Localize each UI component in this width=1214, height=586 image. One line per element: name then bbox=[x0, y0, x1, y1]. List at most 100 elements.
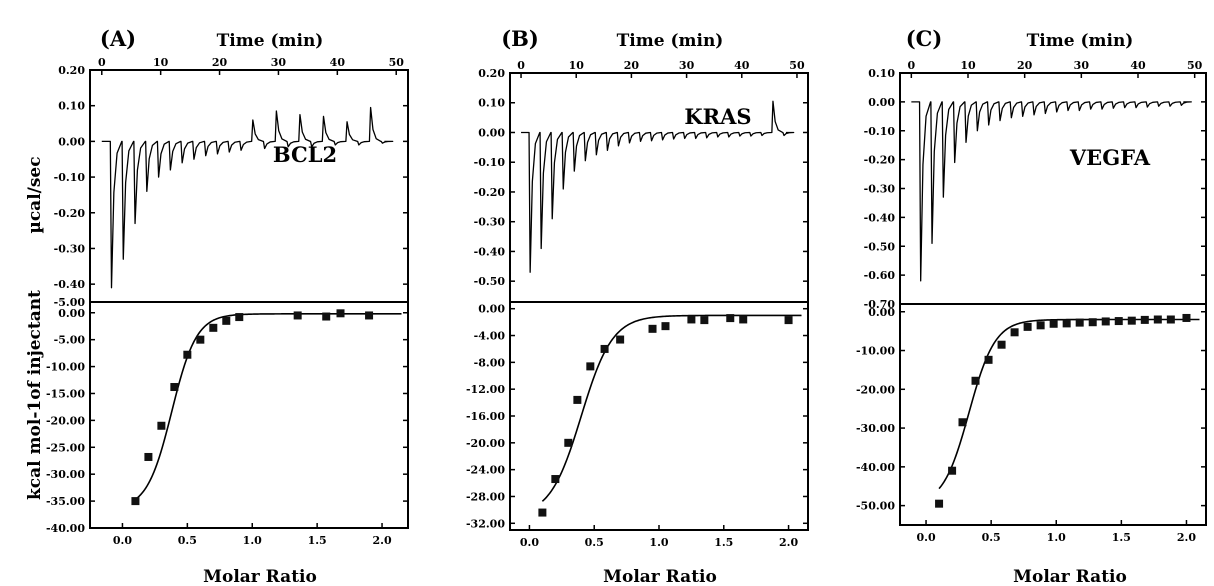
data-point bbox=[1010, 328, 1019, 337]
data-point bbox=[1153, 315, 1162, 324]
data-point bbox=[1049, 319, 1058, 328]
ylabel-top: µcal/sec bbox=[25, 156, 45, 233]
bottom-y-tick-label: -20.00 bbox=[46, 414, 85, 427]
top-x-tick-label: 50 bbox=[389, 56, 405, 69]
panel-2: (C) Time (min) VEGFA Molar Ratio 0 10 20 30 40 50… bbox=[856, 26, 1207, 586]
bottom-y-tick-label: -10.00 bbox=[856, 345, 895, 358]
top-x-tick-label: 40 bbox=[1130, 59, 1146, 72]
data-point bbox=[235, 313, 244, 322]
top-x-tick-label: 0 bbox=[517, 59, 525, 72]
data-point bbox=[1023, 322, 1032, 331]
top-y-tick-label: -0.10 bbox=[54, 171, 86, 184]
data-point bbox=[144, 452, 153, 461]
panel-letter: (C) bbox=[906, 26, 943, 51]
bottom-x-tick-label: 0.5 bbox=[585, 536, 604, 549]
data-point bbox=[616, 335, 625, 344]
top-y-tick-label: -0.40 bbox=[54, 278, 86, 291]
bottom-x-tick-label: 0.5 bbox=[178, 534, 197, 547]
bottom-y-tick-label: -40.00 bbox=[856, 461, 895, 474]
top-x-tick-label: 10 bbox=[569, 59, 585, 72]
data-point bbox=[573, 395, 582, 404]
bottom-y-tick-label: -5.00 bbox=[54, 296, 86, 309]
data-point bbox=[739, 315, 748, 324]
bottom-y-tick-label: -15.00 bbox=[46, 387, 85, 400]
molar-ratio-axis-title: Molar Ratio bbox=[603, 567, 717, 586]
panel-letter: (A) bbox=[100, 26, 136, 51]
data-point bbox=[157, 421, 166, 430]
top-y-tick-label: -0.50 bbox=[474, 275, 506, 288]
top-y-tick-label: -0.20 bbox=[474, 186, 506, 199]
data-point bbox=[1036, 321, 1045, 330]
bottom-x-tick-label: 0.0 bbox=[113, 534, 132, 547]
bottom-y-tick-label: -20.00 bbox=[856, 383, 895, 396]
bottom-x-tick-label: 1.5 bbox=[714, 536, 733, 549]
top-x-tick-label: 50 bbox=[1187, 59, 1203, 72]
bottom-x-tick-label: 2.0 bbox=[779, 536, 798, 549]
data-point bbox=[196, 335, 205, 344]
bottom-plot-frame bbox=[89, 301, 409, 529]
top-x-tick-label: 10 bbox=[153, 56, 169, 69]
top-x-tick-label: 30 bbox=[1074, 59, 1090, 72]
time-axis-title: Time (min) bbox=[617, 31, 724, 51]
raw-heat-trace bbox=[911, 101, 1192, 282]
bottom-x-tick-label: 0.5 bbox=[982, 531, 1001, 544]
panels-group: (A) Time (min) BCL2 Molar Ratio 0 10 20 30 40 50 0… bbox=[46, 26, 1207, 586]
data-point bbox=[784, 316, 793, 325]
data-point bbox=[365, 311, 374, 320]
top-plot-frame bbox=[509, 72, 809, 303]
bottom-y-tick-label: -24.00 bbox=[466, 464, 505, 477]
top-y-tick-label: -0.50 bbox=[864, 240, 896, 253]
top-y-tick-label: -0.70 bbox=[864, 298, 896, 311]
top-x-tick-label: 30 bbox=[271, 56, 287, 69]
panel-1: (B) Time (min) KRAS Molar Ratio 0 10 20 30 40 50 0… bbox=[466, 26, 809, 586]
top-plot-frame bbox=[899, 72, 1207, 305]
top-x-tick-label: 50 bbox=[789, 59, 805, 72]
data-point bbox=[336, 309, 345, 318]
bottom-y-tick-label: -35.00 bbox=[46, 495, 85, 508]
data-point bbox=[1114, 317, 1123, 326]
fit-curve bbox=[541, 314, 802, 502]
data-point bbox=[984, 355, 993, 364]
bottom-x-tick-label: 1.5 bbox=[308, 534, 327, 547]
top-y-tick-label: -0.20 bbox=[54, 207, 86, 220]
top-y-tick-label: 0.20 bbox=[478, 67, 505, 80]
data-point bbox=[538, 508, 547, 517]
top-y-tick-label: 0.00 bbox=[58, 135, 85, 148]
top-y-tick-label: -0.40 bbox=[864, 211, 896, 224]
bottom-y-tick-label: -8.00 bbox=[474, 356, 506, 369]
time-axis-title: Time (min) bbox=[1027, 31, 1134, 51]
data-point bbox=[958, 418, 967, 427]
top-y-tick-label: -0.20 bbox=[864, 154, 896, 167]
data-point bbox=[1182, 313, 1191, 322]
data-point bbox=[1062, 319, 1071, 328]
bottom-y-tick-label: -32.00 bbox=[466, 517, 505, 530]
bottom-x-tick-label: 1.0 bbox=[1047, 531, 1066, 544]
top-plot-frame bbox=[89, 69, 409, 303]
top-x-tick-label: 20 bbox=[212, 56, 228, 69]
bottom-x-tick-label: 1.5 bbox=[1112, 531, 1131, 544]
protein-label: VEGFA bbox=[1069, 145, 1151, 170]
data-point bbox=[700, 316, 709, 325]
bottom-y-tick-label: 0.00 bbox=[478, 303, 505, 316]
data-point bbox=[648, 324, 657, 333]
data-point bbox=[948, 466, 957, 475]
data-point bbox=[1101, 317, 1110, 326]
bottom-y-tick-label: -5.00 bbox=[54, 334, 86, 347]
top-x-tick-label: 20 bbox=[1017, 59, 1033, 72]
bottom-y-tick-label: -40.00 bbox=[46, 522, 85, 535]
data-point bbox=[935, 499, 944, 508]
top-x-tick-label: 20 bbox=[624, 59, 640, 72]
panel-letter: (B) bbox=[501, 26, 539, 51]
data-point bbox=[726, 314, 735, 323]
data-point bbox=[1140, 315, 1149, 324]
data-point bbox=[971, 376, 980, 385]
bottom-y-tick-label: -10.00 bbox=[46, 361, 85, 374]
bottom-x-tick-label: 0.0 bbox=[916, 531, 935, 544]
bottom-y-tick-label: -30.00 bbox=[856, 422, 895, 435]
bottom-x-tick-label: 0.0 bbox=[520, 536, 539, 549]
panel-0: (A) Time (min) BCL2 Molar Ratio 0 10 20 30 40 50 0… bbox=[46, 26, 409, 586]
data-point bbox=[564, 438, 573, 447]
data-point bbox=[1088, 318, 1097, 327]
data-point bbox=[209, 323, 218, 332]
